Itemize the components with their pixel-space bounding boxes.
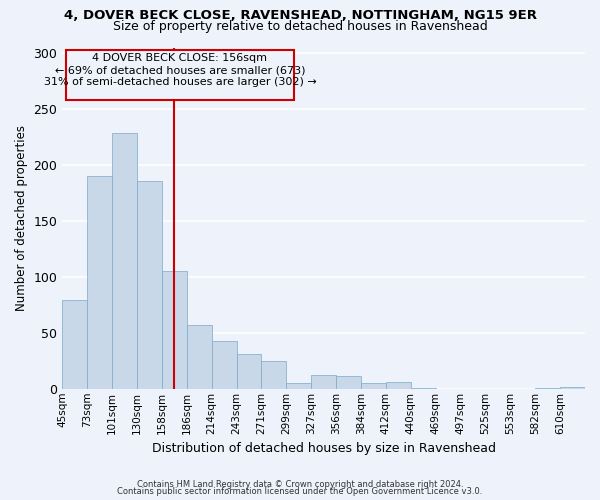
Text: Contains HM Land Registry data © Crown copyright and database right 2024.: Contains HM Land Registry data © Crown c…: [137, 480, 463, 489]
Bar: [87, 176, 112, 389]
Bar: [62, 300, 87, 389]
X-axis label: Distribution of detached houses by size in Ravenshead: Distribution of detached houses by size …: [152, 442, 496, 455]
Text: 31% of semi-detached houses are larger (302) →: 31% of semi-detached houses are larger (…: [44, 76, 316, 86]
Bar: [560, 386, 585, 389]
Bar: [162, 272, 187, 389]
Bar: [262, 361, 286, 389]
Text: ← 69% of detached houses are smaller (673): ← 69% of detached houses are smaller (67…: [55, 66, 305, 76]
Text: 4, DOVER BECK CLOSE, RAVENSHEAD, NOTTINGHAM, NG15 9ER: 4, DOVER BECK CLOSE, RAVENSHEAD, NOTTING…: [64, 9, 536, 22]
Y-axis label: Number of detached properties: Number of detached properties: [15, 125, 28, 311]
Bar: [535, 388, 560, 389]
Bar: [187, 325, 212, 389]
Bar: [411, 388, 436, 389]
Bar: [236, 354, 262, 389]
Bar: [336, 376, 361, 389]
Text: Contains public sector information licensed under the Open Government Licence v3: Contains public sector information licen…: [118, 488, 482, 496]
Text: Size of property relative to detached houses in Ravenshead: Size of property relative to detached ho…: [113, 20, 487, 33]
Bar: [286, 383, 311, 389]
Bar: [212, 340, 236, 389]
Bar: [361, 383, 386, 389]
Bar: [112, 132, 137, 389]
Bar: [386, 382, 411, 389]
Bar: [137, 180, 162, 389]
FancyBboxPatch shape: [66, 50, 294, 100]
Text: 4 DOVER BECK CLOSE: 156sqm: 4 DOVER BECK CLOSE: 156sqm: [92, 53, 268, 63]
Bar: [311, 376, 336, 389]
